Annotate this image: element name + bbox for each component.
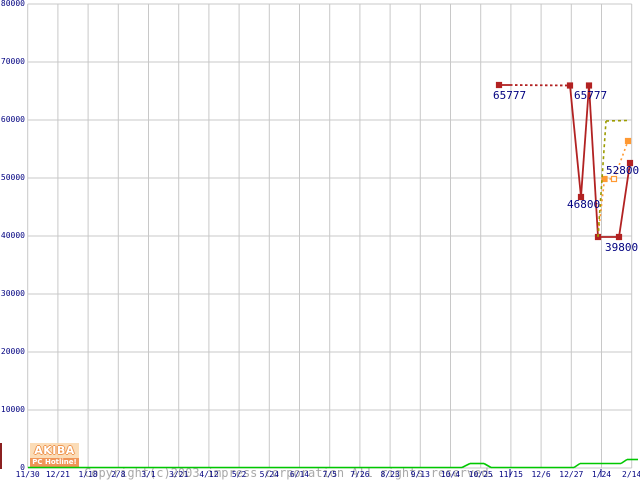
- copyright-line-1: Copyright(c)2003 impress corporation All…: [84, 466, 496, 480]
- copyright-notice: Copyright(c)2003 impress corporation All…: [84, 443, 496, 480]
- logo-akiba-text: AKIBA: [30, 443, 79, 458]
- left-edge-artifact: [0, 443, 2, 469]
- logo-pc-hotline-text: PC Hotline!: [30, 458, 79, 467]
- akiba-pc-hotline-logo: AKIBA PC Hotline!: [30, 443, 79, 467]
